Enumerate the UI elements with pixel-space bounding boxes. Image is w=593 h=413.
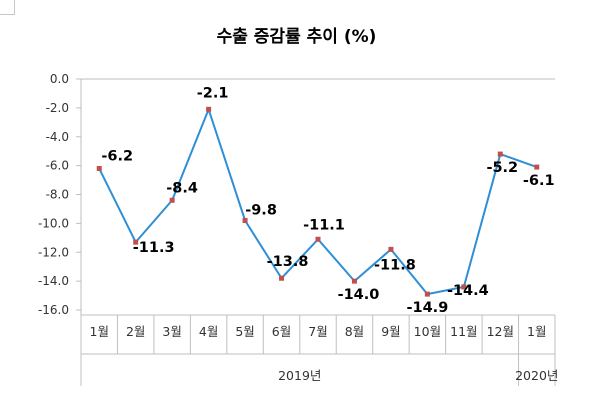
x-tick-label: 1월 xyxy=(90,324,109,339)
data-label: -9.8 xyxy=(245,202,277,218)
x-tick-label: 5월 xyxy=(235,324,254,339)
y-tick-label: -4.0 xyxy=(46,130,69,144)
data-point xyxy=(388,246,394,252)
x-tick-label: 1월 xyxy=(527,324,546,339)
data-label: -14.9 xyxy=(406,300,448,316)
y-tick-label: -10.0 xyxy=(38,216,69,230)
data-point xyxy=(96,166,102,172)
data-point xyxy=(497,151,503,157)
y-tick-label: -12.0 xyxy=(38,245,69,259)
data-label: -14.4 xyxy=(447,283,489,299)
x-tick-label: 6월 xyxy=(272,324,291,339)
data-point xyxy=(461,284,467,290)
corner-mark xyxy=(0,0,15,15)
data-point xyxy=(351,278,357,284)
data-point xyxy=(169,197,175,203)
x-tick-label: 4월 xyxy=(199,324,218,339)
data-label: -11.1 xyxy=(303,217,345,233)
x-tick-label: 3월 xyxy=(162,324,181,339)
data-point xyxy=(242,217,248,223)
data-label: -8.4 xyxy=(166,180,198,196)
data-label: -6.2 xyxy=(101,149,133,165)
x-tick-label: 10월 xyxy=(414,324,441,339)
y-tick-label: -6.0 xyxy=(46,159,69,173)
x-tick-label: 7월 xyxy=(308,324,327,339)
x-tick-label: 9월 xyxy=(381,324,400,339)
data-label: -11.8 xyxy=(374,257,416,273)
y-tick-label: -8.0 xyxy=(46,188,69,202)
data-label: -14.0 xyxy=(338,287,380,303)
y-tick-label: -2.0 xyxy=(46,101,69,115)
chart-title: 수출 증감률 추이 (%) xyxy=(216,27,377,47)
year-group-label: 2020년 xyxy=(515,368,558,383)
data-label: -6.1 xyxy=(523,173,555,189)
data-point xyxy=(315,236,321,242)
data-point xyxy=(133,239,139,245)
data-label: -13.8 xyxy=(267,254,309,270)
series-line xyxy=(98,108,538,296)
data-point xyxy=(206,106,212,112)
y-tick-label: -16.0 xyxy=(38,303,69,317)
data-point xyxy=(279,275,285,281)
x-tick-label: 8월 xyxy=(345,324,364,339)
x-tick-label: 12월 xyxy=(487,324,514,339)
year-group-label: 2019년 xyxy=(278,368,321,383)
data-label: -2.1 xyxy=(197,85,229,101)
x-tick-label: 11월 xyxy=(450,324,477,339)
data-label: -5.2 xyxy=(486,160,518,176)
y-tick-label: -14.0 xyxy=(38,274,69,288)
data-label: -11.3 xyxy=(133,240,175,256)
x-tick-label: 2월 xyxy=(126,324,145,339)
y-tick-label: 0.0 xyxy=(50,72,69,86)
data-point xyxy=(424,291,430,297)
data-point xyxy=(534,164,540,170)
